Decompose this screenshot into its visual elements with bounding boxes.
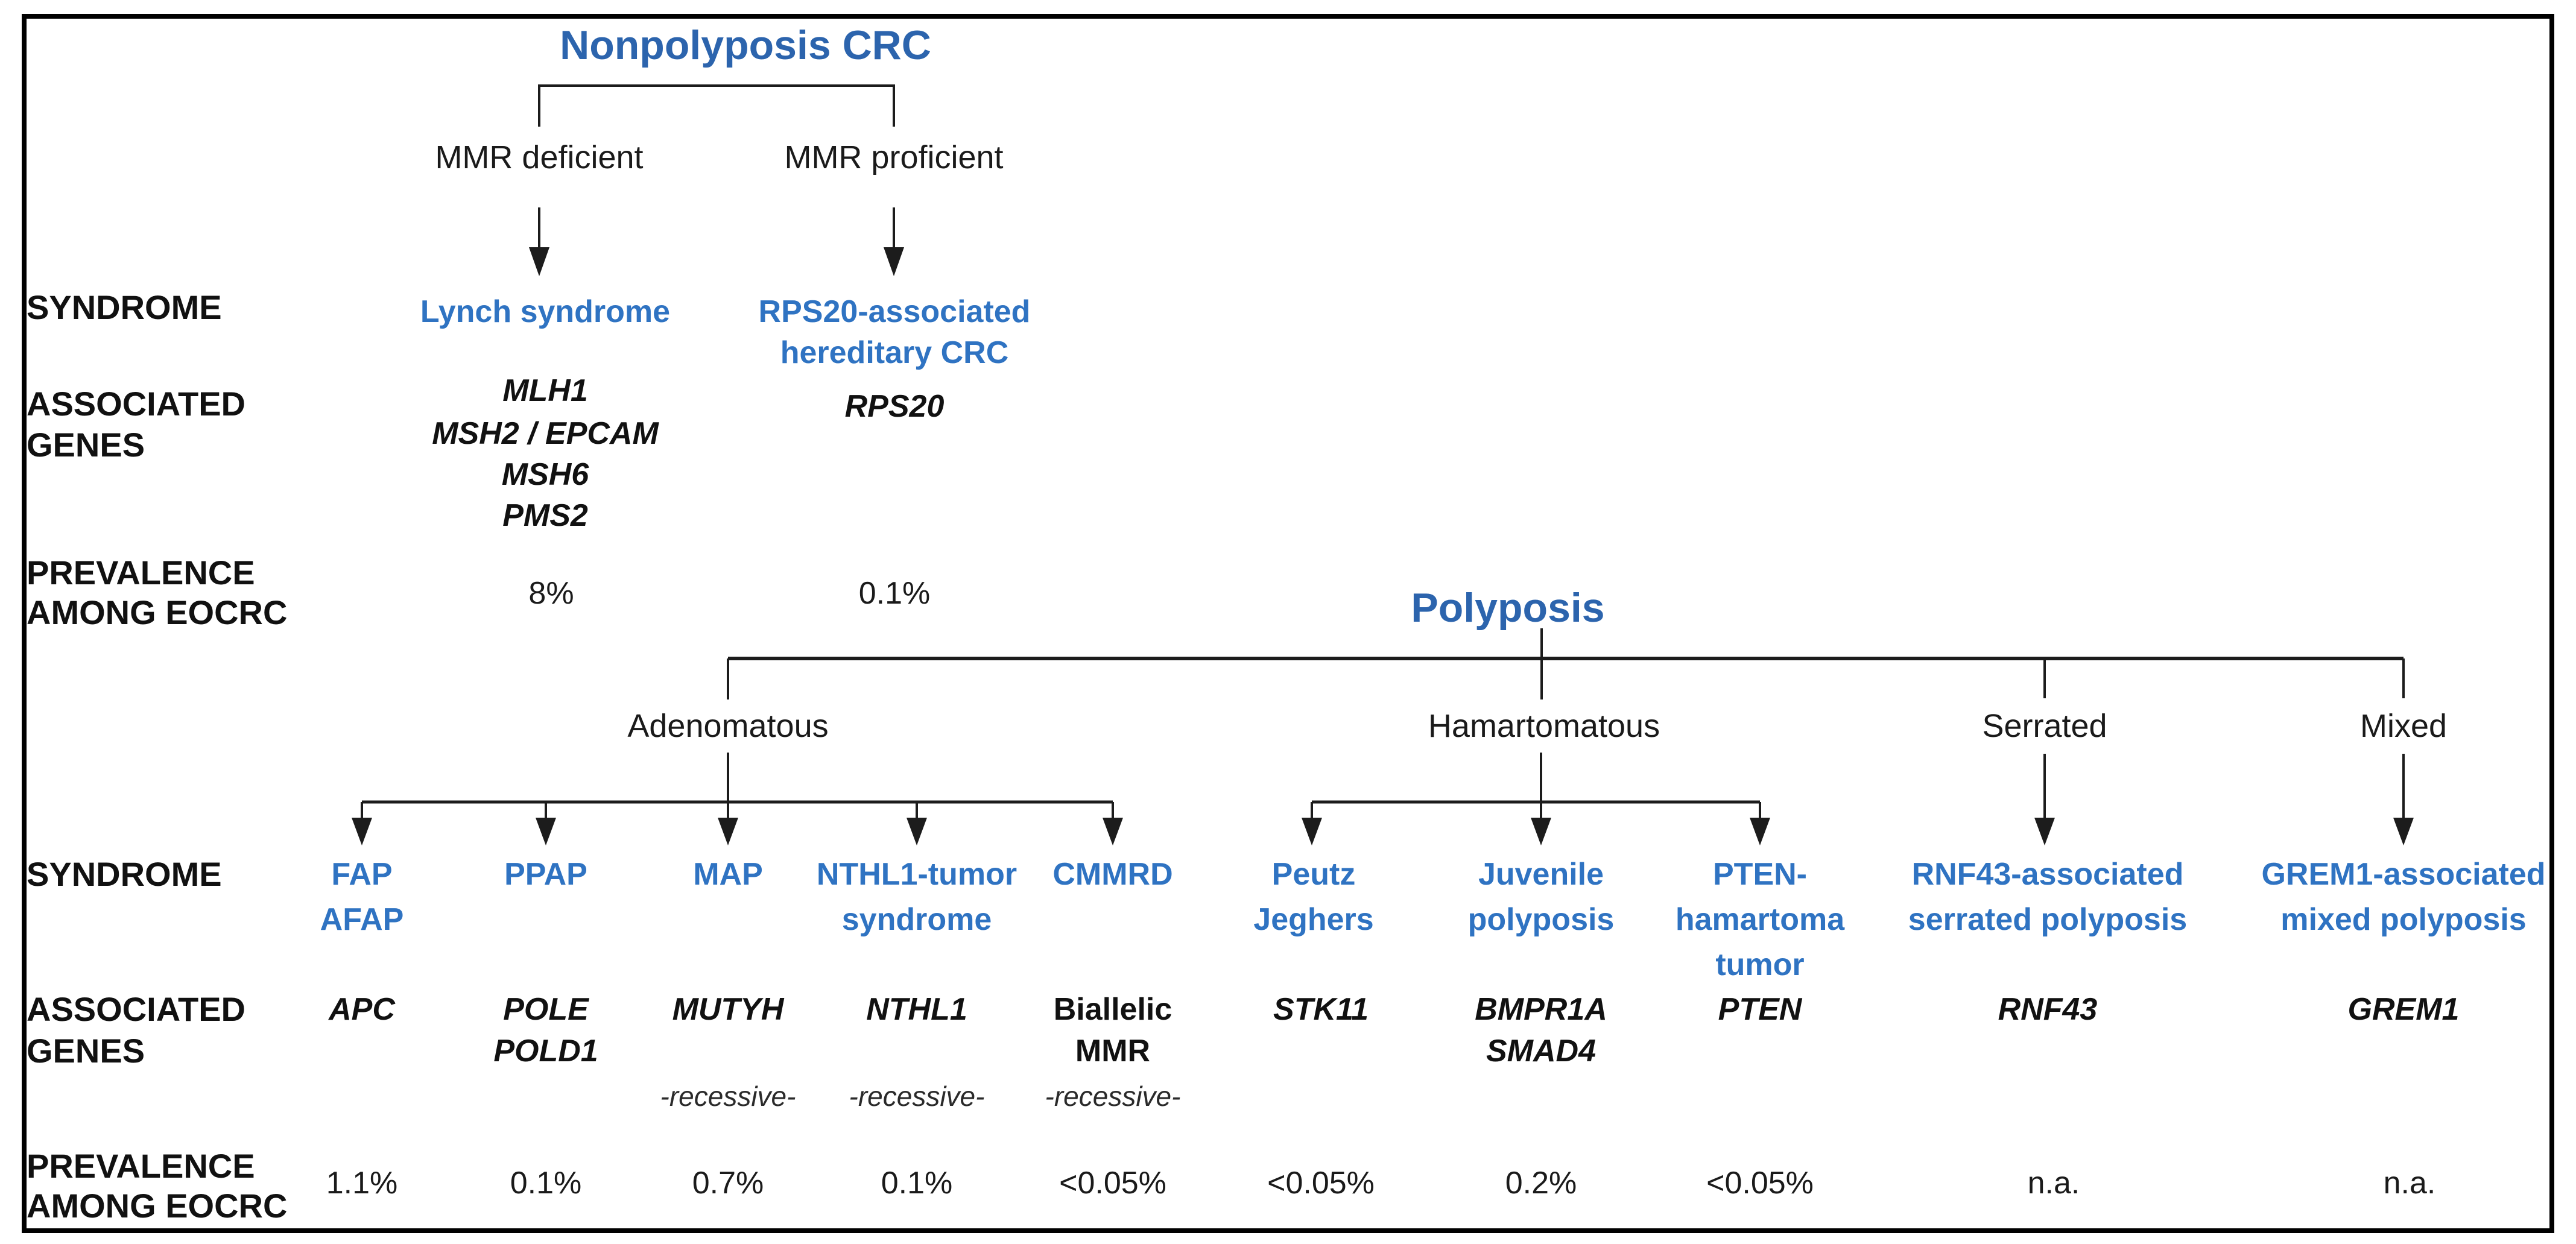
prevalence-nthl1: 0.1% [881,1166,953,1201]
gene-pms2: PMS2 [502,498,588,533]
syndrome-nthl1-line2: syndrome [841,902,992,937]
arrow-peutz-head [1302,818,1322,845]
prevalence-map: 0.7% [692,1166,764,1201]
syndrome-nthl1-line1: NTHL1-tumor [816,857,1017,892]
arrow-mmr-proficient-head [884,247,904,276]
gene-bmpr1a: BMPR1A [1475,992,1607,1027]
gene-pten: PTEN [1718,992,1802,1027]
prevalence-ppap: 0.1% [510,1166,582,1201]
arrow-serrated-head [2034,818,2055,845]
gene-rnf43: RNF43 [1998,992,2098,1027]
syndrome-map: MAP [693,857,763,892]
arrow-mmr-deficient-head [529,247,549,276]
syndrome-pten-line3: tumor [1715,947,1805,982]
arrow-juvenile-head [1531,818,1551,845]
gene-grem1: GREM1 [2347,992,2460,1027]
prevalence-grem1: n.a. [2383,1166,2436,1201]
category-hamartomatous: Hamartomatous [1428,708,1660,744]
arrow-fap-head [352,818,372,845]
prevalence-cmmrd: <0.05% [1059,1166,1166,1201]
prevalence-rnf43: n.a. [2027,1166,2080,1201]
figure-border [22,14,2554,1233]
gene-pole: POLE [503,992,589,1027]
nonpolyposis-bracket [538,84,895,127]
gene-apc: APC [329,992,395,1027]
arrow-map-head [718,818,738,845]
category-mmr-proficient: MMR proficient [784,139,1004,175]
syndrome-rps20-line2: hereditary CRC [780,335,1009,370]
arrow-ppap-head [536,818,556,845]
row-header-syndrome-top: SYNDROME [27,288,222,326]
syndrome-lynch: Lynch syndrome [420,294,671,329]
inheritance-nthl1: -recessive- [849,1081,985,1112]
gene-biallelic: Biallelic [1053,992,1172,1027]
syndrome-cmmrd: CMMRD [1052,857,1173,892]
arrow-pten-head [1750,818,1770,845]
inheritance-map: -recessive- [660,1081,796,1112]
gene-msh6: MSH6 [501,457,589,492]
gene-rps20: RPS20 [844,389,945,424]
gene-mmr: MMR [1075,1034,1151,1069]
syndrome-ppap: PPAP [504,857,587,892]
category-serrated: Serrated [1982,708,2107,744]
syndrome-peutz-line1: Peutz [1271,857,1356,892]
row-header-genes-top-line1: ASSOCIATED [27,385,245,423]
row-header-genes-bottom-line1: ASSOCIATED [27,990,245,1028]
prevalence-juvenile: 0.2% [1505,1166,1577,1201]
row-header-genes-top-line2: GENES [27,426,145,464]
polyposis-title: Polyposis [1411,585,1605,631]
syndrome-pten-line1: PTEN- [1713,857,1807,892]
syndrome-fap: FAP [331,857,393,892]
gene-mutyh: MUTYH [672,992,784,1027]
syndrome-juvenile-line2: polyposis [1467,902,1615,937]
gene-pold1: POLD1 [493,1034,598,1069]
arrow-cmmrd-head [1103,818,1123,845]
row-header-syndrome-bottom: SYNDROME [27,855,222,893]
syndrome-rnf43-line1: RNF43-associated [1911,857,2184,892]
gene-stk11: STK11 [1273,992,1369,1027]
prevalence-peutz: <0.05% [1267,1166,1375,1201]
row-header-prevalence-top-line1: PREVALENCE [27,554,255,592]
gene-smad4: SMAD4 [1486,1034,1597,1069]
prevalence-lynch: 8% [528,576,574,611]
arrow-mixed-head [2393,818,2414,845]
syndrome-pten-line2: hamartoma [1675,902,1845,937]
prevalence-rps20: 0.1% [858,576,931,611]
category-adenomatous: Adenomatous [627,708,829,744]
nonpolyposis-title: Nonpolyposis CRC [560,22,931,68]
category-mixed: Mixed [2359,708,2448,744]
gene-msh2-epcam: MSH2 / EPCAM [432,416,659,451]
prevalence-fap: 1.1% [326,1166,398,1201]
syndrome-grem1-line1: GREM1-associated [2261,857,2546,892]
syndrome-afap: AFAP [320,902,404,937]
gene-mlh1: MLH1 [502,373,588,408]
syndrome-grem1-line2: mixed polyposis [2280,902,2527,937]
inheritance-cmmrd: -recessive- [1045,1081,1181,1112]
row-header-prevalence-bottom-line2: AMONG EOCRC [27,1187,288,1225]
syndrome-rnf43-line2: serrated polyposis [1908,902,2188,937]
syndrome-rps20-line1: RPS20-associated [758,294,1031,329]
category-mmr-deficient: MMR deficient [435,139,644,175]
row-header-prevalence-top-line2: AMONG EOCRC [27,593,288,631]
syndrome-juvenile-line1: Juvenile [1478,857,1604,892]
arrow-nthl1-head [907,818,927,845]
row-header-prevalence-bottom-line1: PREVALENCE [27,1147,255,1185]
syndrome-peutz-line2: Jeghers [1253,902,1374,937]
prevalence-pten: <0.05% [1706,1166,1814,1201]
row-header-genes-bottom-line2: GENES [27,1032,145,1070]
gene-nthl1: NTHL1 [866,992,967,1027]
